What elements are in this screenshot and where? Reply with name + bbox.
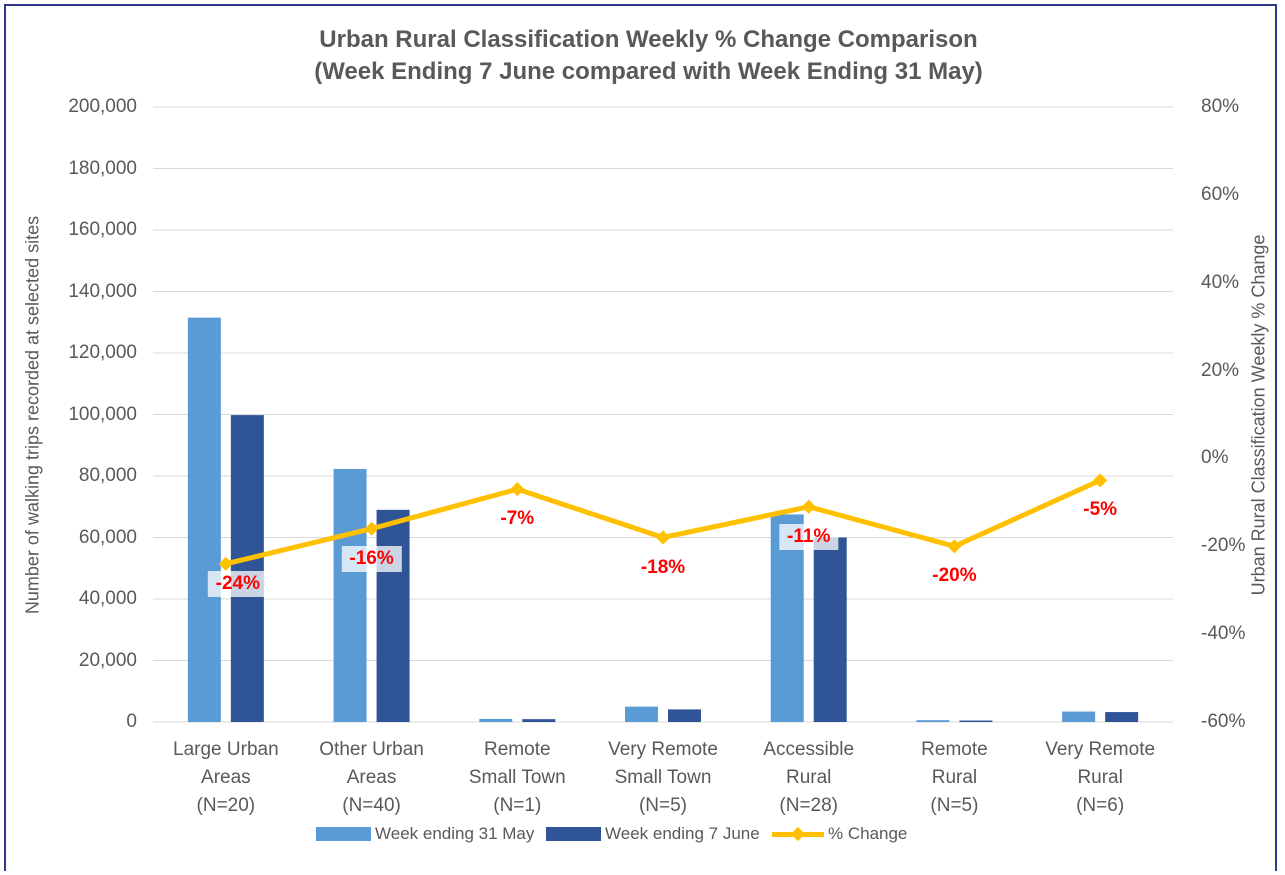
bar — [1062, 711, 1096, 722]
y2-tick-label: 40% — [1201, 271, 1240, 293]
bar — [1105, 712, 1139, 722]
y-tick-label: 160,000 — [68, 219, 137, 240]
line-marker — [218, 556, 233, 571]
legend-item: % Change — [772, 824, 907, 844]
bar — [376, 509, 410, 722]
bar — [230, 415, 264, 722]
y2-axis-title: Urban Rural Classification Weekly % Chan… — [1248, 234, 1269, 595]
bar — [479, 718, 513, 722]
y-tick-label: 100,000 — [68, 403, 137, 425]
y-tick-label: 120,000 — [68, 342, 137, 363]
y2-tick-label: 60% — [1201, 183, 1240, 205]
x-tick-label: Large Urban Areas (N=20) — [173, 739, 279, 816]
y-axis-title: Number of walking trips recorded at sele… — [22, 215, 43, 614]
y2-tick-label: -20% — [1201, 535, 1246, 557]
x-tick-label: Accessible Rural (N=28) — [763, 739, 855, 816]
legend-label: % Change — [828, 824, 908, 843]
legend-label: Week ending 7 June — [605, 824, 760, 843]
legend-marker — [790, 826, 806, 841]
legend-swatch — [316, 827, 371, 841]
x-tick-label: Very Remote Rural (N=6) — [1045, 739, 1156, 816]
bar — [187, 317, 221, 722]
legend-swatch — [772, 826, 824, 841]
y-tick-label: 40,000 — [78, 588, 137, 609]
value-label: -18% — [632, 554, 694, 581]
legend-item: Week ending 7 June — [546, 824, 760, 844]
value-label: -24% — [207, 570, 269, 597]
line-marker — [947, 539, 962, 554]
bar — [625, 706, 658, 722]
line-marker — [364, 521, 379, 536]
value-label: -7% — [492, 506, 543, 533]
line-marker — [1093, 473, 1108, 488]
line-marker — [801, 499, 816, 514]
x-tick-label: Remote Rural (N=5) — [921, 739, 988, 816]
value-label: -20% — [924, 563, 985, 590]
y-tick-label: 200,000 — [68, 96, 137, 117]
y2-tick-label: 80% — [1201, 96, 1240, 117]
y-tick-label: 180,000 — [68, 157, 137, 179]
y-tick-label: 140,000 — [68, 280, 137, 302]
y-tick-label: 80,000 — [78, 465, 137, 486]
x-tick-label: Very Remote Small Town (N=5) — [608, 739, 718, 816]
value-label: -5% — [1075, 497, 1126, 524]
chart — [153, 106, 1173, 723]
bar — [916, 720, 950, 722]
legend-label: Week ending 31 May — [375, 824, 535, 843]
y2-tick-label: 20% — [1201, 359, 1240, 381]
bar — [522, 719, 556, 722]
legend-swatch — [546, 827, 601, 841]
chart-title: Urban Rural Classification Weekly % Chan… — [314, 26, 983, 85]
value-label: -16% — [341, 545, 402, 572]
x-tick-label: Remote Small Town (N=1) — [468, 739, 566, 816]
bar — [959, 720, 993, 722]
bar — [333, 468, 367, 722]
y-tick-label: 20,000 — [78, 649, 137, 671]
legend-item: Week ending 31 May — [316, 824, 534, 844]
y2-tick-label: -60% — [1201, 711, 1246, 732]
line-marker — [655, 530, 671, 545]
x-tick-label: Other Urban Areas (N=40) — [319, 739, 424, 816]
line-marker — [510, 482, 525, 497]
bar — [813, 537, 847, 722]
y-tick-label: 60,000 — [78, 526, 137, 548]
chart-frame: Urban Rural Classification Weekly % Chan… — [4, 4, 1277, 871]
value-label: -11% — [779, 523, 839, 550]
bar — [668, 709, 701, 722]
y2-tick-label: -40% — [1201, 623, 1246, 645]
y-tick-label: 0 — [126, 711, 137, 732]
y2-tick-label: 0% — [1201, 447, 1229, 469]
